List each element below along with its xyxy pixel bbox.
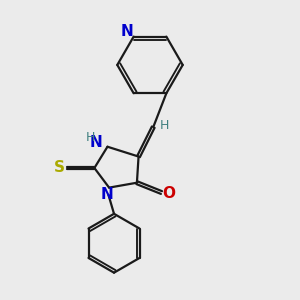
Text: N: N	[90, 135, 102, 150]
Text: N: N	[121, 24, 134, 39]
Text: N: N	[101, 187, 114, 202]
Text: H: H	[160, 119, 169, 132]
Text: S: S	[54, 160, 65, 175]
Text: O: O	[162, 186, 175, 201]
Text: H: H	[86, 131, 95, 144]
